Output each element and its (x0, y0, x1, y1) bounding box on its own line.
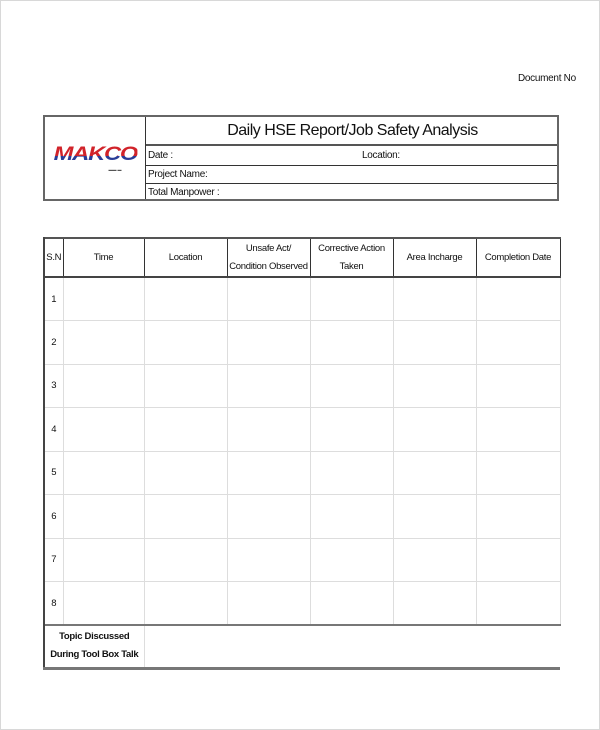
table-cell[interactable] (143, 450, 228, 495)
project-name-row: Project Name: (146, 166, 557, 184)
table-cell[interactable] (226, 581, 311, 626)
column-header: Time (62, 237, 145, 278)
table-cell[interactable] (226, 276, 311, 321)
column-header: Completion Date (475, 237, 561, 278)
table-cell[interactable] (392, 320, 477, 365)
table-cell[interactable] (143, 276, 228, 321)
row-number: 3 (43, 363, 64, 408)
project-name-label: Project Name: (148, 169, 208, 180)
location-label: Location: (362, 150, 400, 161)
table-cell[interactable] (226, 537, 311, 582)
date-location-row: Date : Location: (146, 146, 557, 166)
table-cell[interactable] (143, 407, 228, 452)
table-row: 4 (43, 407, 561, 452)
table-row: 5 (43, 450, 561, 495)
table-cell[interactable] (392, 494, 477, 539)
table-cell[interactable] (226, 450, 311, 495)
table-cell[interactable] (475, 494, 561, 539)
column-header: Location (143, 237, 228, 278)
table-cell[interactable] (475, 581, 561, 626)
row-number: 5 (43, 450, 64, 495)
toolbox-talk-label: Topic Discussed During Tool Box Talk (43, 625, 145, 668)
row-number: 1 (43, 276, 64, 321)
table-cell[interactable] (392, 407, 477, 452)
table-cell[interactable] (143, 537, 228, 582)
table-row: 8 (43, 581, 561, 626)
table-cell[interactable] (62, 537, 145, 582)
table-cell[interactable] (309, 494, 394, 539)
report-title: Daily HSE Report/Job Safety Analysis (146, 117, 557, 146)
column-header: Area Incharge (392, 237, 477, 278)
report-header: MAKCO ▬▬ ▬ Daily HSE Report/Job Safety A… (43, 115, 559, 201)
table-row: 7 (43, 537, 561, 582)
table-cell[interactable] (62, 450, 145, 495)
safety-table: S.N Time Location Unsafe Act/ Condition Obs… (43, 237, 561, 670)
manpower-row: Total Manpower : (146, 184, 557, 201)
row-number: 6 (43, 494, 64, 539)
table-cell[interactable] (475, 537, 561, 582)
row-number: 8 (43, 581, 64, 626)
table-row: 6 (43, 494, 561, 539)
table-cell[interactable] (475, 363, 561, 408)
table-cell[interactable] (226, 407, 311, 452)
manpower-label: Total Manpower : (148, 187, 220, 198)
toolbox-talk-field[interactable] (144, 625, 560, 668)
table-cell[interactable] (62, 320, 145, 365)
table-cell[interactable] (475, 450, 561, 495)
table-cell[interactable] (309, 276, 394, 321)
table-row: 2 (43, 320, 561, 365)
table-cell[interactable] (62, 581, 145, 626)
table-cell[interactable] (392, 537, 477, 582)
table-cell[interactable] (309, 320, 394, 365)
table-cell[interactable] (309, 450, 394, 495)
table-cell[interactable] (475, 407, 561, 452)
table-cell[interactable] (475, 276, 561, 321)
table-cell[interactable] (309, 581, 394, 626)
table-cell[interactable] (309, 537, 394, 582)
column-header: S.N (43, 237, 64, 278)
table-cell[interactable] (475, 320, 561, 365)
table-cell[interactable] (143, 581, 228, 626)
row-number: 2 (43, 320, 64, 365)
company-logo: MAKCO ▬▬ ▬ (45, 117, 146, 199)
table-cell[interactable] (226, 320, 311, 365)
table-cell[interactable] (143, 363, 228, 408)
table-row: 3 (43, 363, 561, 408)
table-cell[interactable] (62, 494, 145, 539)
table-cell[interactable] (62, 363, 145, 408)
table-cell[interactable] (392, 581, 477, 626)
row-number: 7 (43, 537, 64, 582)
date-label: Date : (148, 150, 173, 161)
column-header: Corrective Action Taken (309, 237, 394, 278)
document-number-label: Document No (518, 73, 576, 84)
table-cell[interactable] (392, 276, 477, 321)
table-cell[interactable] (143, 320, 228, 365)
table-cell[interactable] (309, 363, 394, 408)
table-cell[interactable] (392, 450, 477, 495)
table-cell[interactable] (62, 407, 145, 452)
table-cell[interactable] (392, 363, 477, 408)
table-cell[interactable] (226, 363, 311, 408)
toolbox-talk-row: Topic Discussed During Tool Box Talk (43, 625, 560, 668)
table-cell[interactable] (226, 494, 311, 539)
column-header: Unsafe Act/ Condition Observed (226, 237, 311, 278)
table-cell[interactable] (143, 494, 228, 539)
table-cell[interactable] (309, 407, 394, 452)
table-cell[interactable] (62, 276, 145, 321)
table-row: 1 (43, 276, 561, 321)
row-number: 4 (43, 407, 64, 452)
